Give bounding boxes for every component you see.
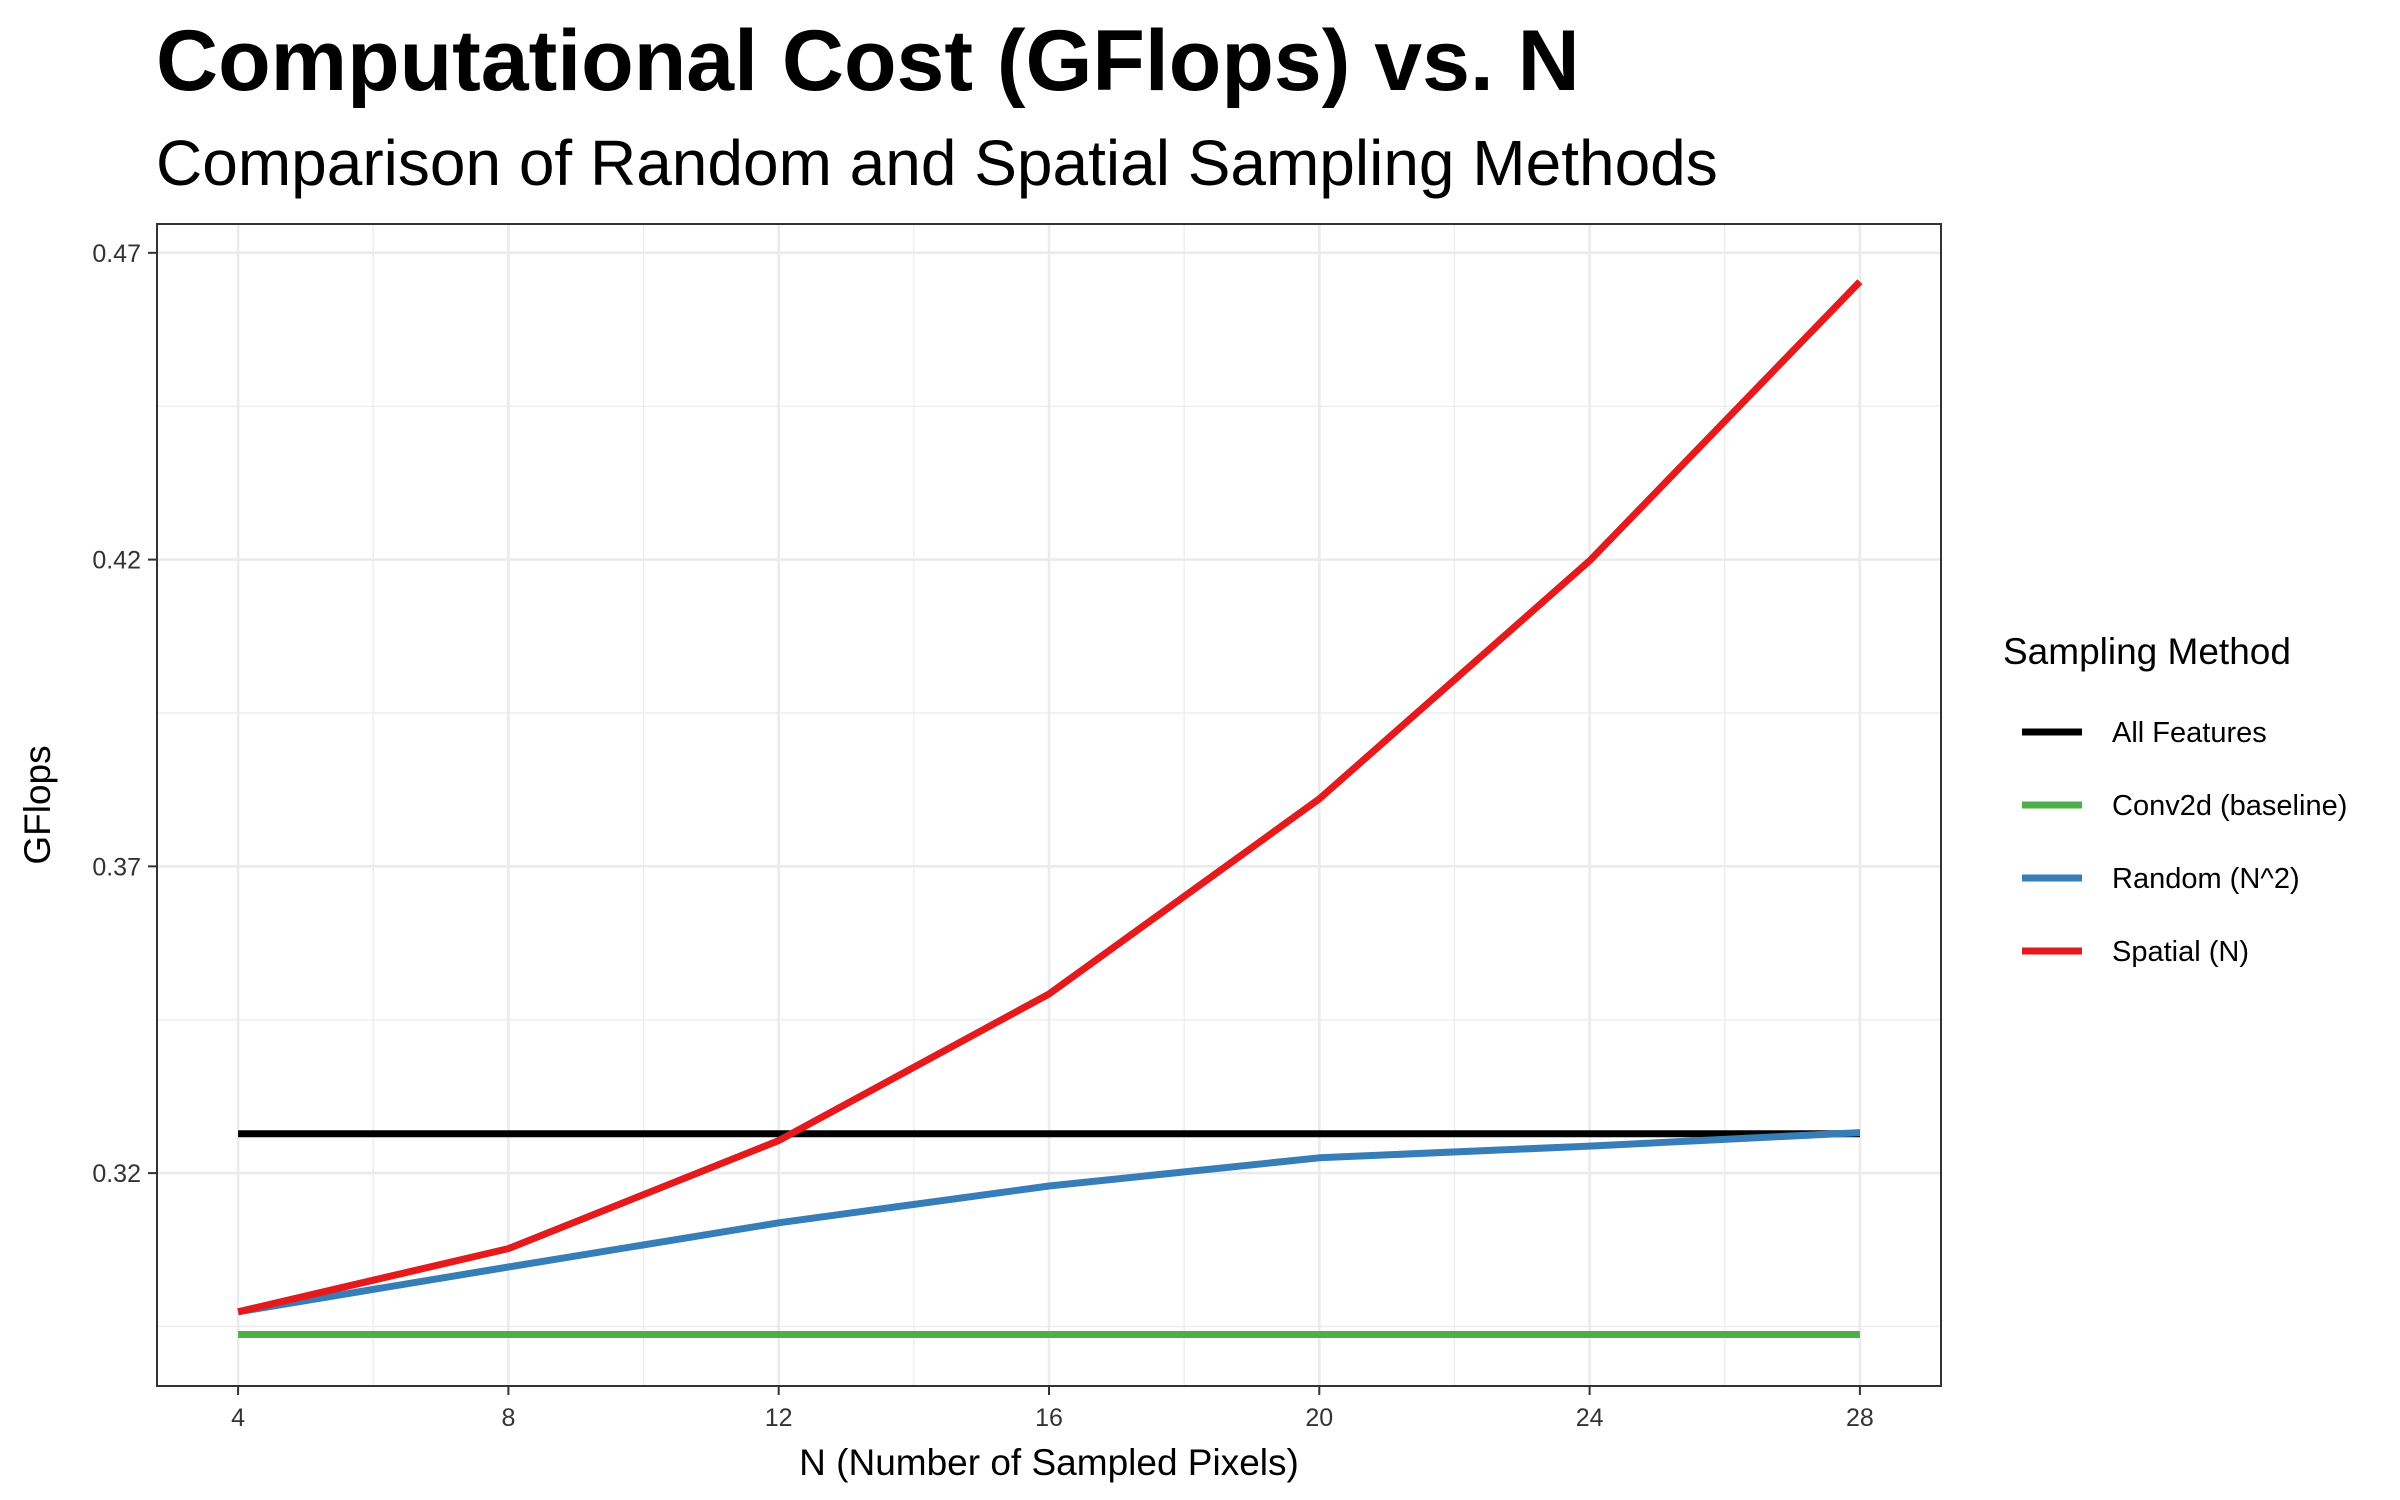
x-tick-label: 8	[501, 1404, 515, 1432]
x-tick-label: 4	[231, 1404, 245, 1432]
chart-title: Computational Cost (GFlops) vs. N	[156, 13, 1580, 109]
series-lines	[237, 279, 1863, 1338]
y-tick-label: 0.42	[92, 547, 141, 575]
x-tick-label: 28	[1846, 1404, 1874, 1432]
legend-items: All Features Conv2d (baseline) Random (N^2…	[2022, 717, 2347, 968]
legend-label-random-n-2: Random (N^2)	[2112, 863, 2300, 895]
x-axis-title: N (Number of Sampled Pixels)	[799, 1442, 1299, 1483]
legend-item-random-n-2: Random (N^2)	[2022, 863, 2300, 895]
plot-panel	[156, 223, 1942, 1387]
legend-label-all-features: All Features	[2112, 717, 2267, 749]
x-tick-label: 20	[1305, 1404, 1333, 1432]
x-tick-label: 24	[1576, 1404, 1604, 1432]
chart-subtitle: Comparison of Random and Spatial Samplin…	[156, 127, 1718, 199]
legend-item-spatial-n: Spatial (N)	[2022, 936, 2249, 968]
legend-item-conv2d-baseline: Conv2d (baseline)	[2022, 790, 2347, 822]
legend-item-all-features: All Features	[2022, 717, 2267, 749]
grid-lines	[157, 224, 1941, 1386]
x-axis: 4 8 12 16 20 24 28	[231, 1386, 1874, 1432]
y-tick-label: 0.47	[92, 240, 141, 268]
legend-label-spatial-n: Spatial (N)	[2112, 936, 2249, 968]
legend-label-conv2d-baseline: Conv2d (baseline)	[2112, 790, 2347, 822]
y-tick-label: 0.32	[92, 1160, 141, 1188]
y-axis: 0.32 0.37 0.42 0.47	[92, 240, 157, 1188]
legend-title: Sampling Method	[2003, 631, 2291, 672]
x-tick-label: 12	[765, 1404, 793, 1432]
series-line-random-n-2	[237, 1129, 1861, 1316]
series-line-spatial-n	[237, 279, 1863, 1316]
y-tick-label: 0.37	[92, 853, 141, 881]
legend: Sampling Method All Features Conv2d (base…	[2003, 631, 2347, 968]
y-axis-title: GFlops	[17, 745, 58, 864]
x-tick-label: 16	[1035, 1404, 1063, 1432]
